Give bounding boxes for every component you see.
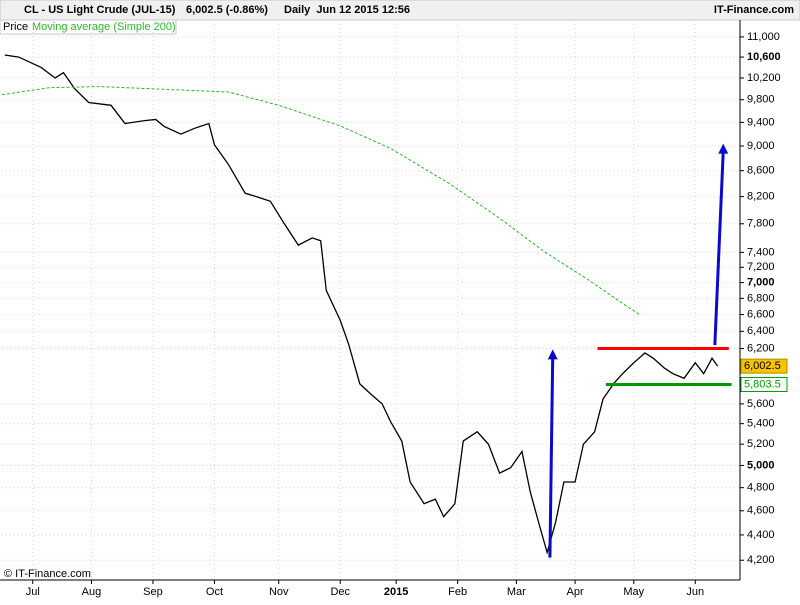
brand: IT-Finance.com	[714, 4, 794, 16]
level-label-box	[740, 376, 788, 392]
arrow-head	[718, 143, 729, 154]
arrow-shaft	[713, 151, 725, 346]
arrow-head	[547, 349, 558, 360]
y-tick-label: 11,000	[747, 31, 780, 43]
x-tick-label: Sep	[143, 586, 163, 598]
legend-entry: Moving average (Simple 200)	[32, 21, 176, 33]
arrow-shaft	[548, 357, 555, 558]
level-label: 5,803.5	[744, 378, 781, 390]
x-tick-label: 2015	[384, 586, 408, 598]
legend-entry: Price	[3, 21, 28, 33]
y-tick-label: 10,600	[747, 51, 781, 63]
y-tick-label: 7,400	[747, 246, 775, 258]
y-tick-label: 5,200	[747, 438, 775, 450]
y-tick-label: 4,400	[747, 529, 775, 541]
y-tick-label: 5,000	[747, 459, 775, 471]
y-tick-label: 6,400	[747, 325, 775, 337]
x-tick-label: Nov	[269, 586, 289, 598]
y-tick-label: 10,200	[747, 72, 781, 84]
y-tick-label: 5,600	[747, 398, 775, 410]
x-tick-label: Aug	[82, 586, 102, 598]
x-tick-label: Mar	[507, 586, 526, 598]
legend	[0, 19, 177, 35]
y-tick-label: 5,400	[747, 418, 775, 430]
y-tick-label: 4,200	[747, 554, 775, 566]
y-tick-label: 4,600	[747, 505, 775, 517]
x-tick-label: Jul	[26, 586, 40, 598]
quote: 6,002.5 (-0.86%)	[186, 4, 268, 16]
y-tick-label: 4,800	[747, 482, 775, 494]
x-tick-label: Apr	[567, 586, 584, 598]
y-tick-label: 8,200	[747, 191, 775, 203]
y-tick-label: 9,000	[747, 140, 775, 152]
x-tick-label: Feb	[448, 586, 467, 598]
last-price-box	[740, 358, 788, 374]
y-tick-label: 7,000	[747, 277, 775, 289]
y-tick-label: 7,200	[747, 261, 775, 273]
period: Daily Jun 12 2015 12:56	[284, 4, 410, 16]
series-line	[1, 86, 640, 315]
y-tick-label: 6,600	[747, 308, 775, 320]
y-tick-label: 7,800	[747, 218, 775, 230]
series-line	[4, 54, 719, 555]
x-tick-label: Jun	[686, 586, 704, 598]
header-bar	[0, 0, 800, 21]
x-tick-label: May	[623, 586, 644, 598]
y-tick-label: 9,400	[747, 116, 775, 128]
y-tick-label: 6,200	[747, 342, 775, 354]
symbol: CL - US Light Crude (JUL-15)	[24, 4, 176, 16]
y-tick-label: 6,800	[747, 292, 775, 304]
y-tick-label: 9,800	[747, 94, 775, 106]
x-tick-label: Dec	[330, 586, 350, 598]
last-price-label: 6,002.5	[744, 360, 781, 372]
y-tick-label: 8,600	[747, 165, 775, 177]
x-tick-label: Oct	[206, 586, 223, 598]
footer: © IT-Finance.com	[4, 568, 91, 580]
